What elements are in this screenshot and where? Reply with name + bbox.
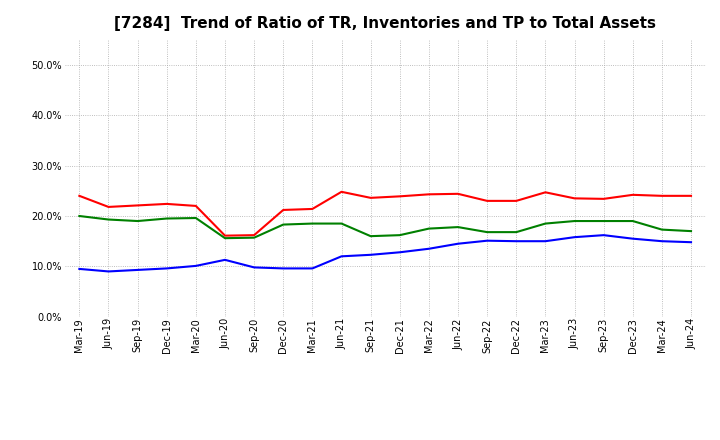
Inventories [366, 252, 375, 257]
Trade Receivables [425, 192, 433, 197]
Trade Payables [220, 235, 229, 241]
Trade Payables [163, 216, 171, 221]
Inventories [337, 254, 346, 259]
Line: Trade Payables: Trade Payables [79, 216, 691, 238]
Inventories [192, 263, 200, 268]
Trade Payables [570, 218, 579, 224]
Trade Receivables [599, 196, 608, 202]
Trade Receivables [133, 203, 142, 208]
Trade Receivables [687, 193, 696, 198]
Trade Receivables [629, 192, 637, 198]
Inventories [163, 266, 171, 271]
Trade Payables [687, 228, 696, 234]
Trade Receivables [163, 201, 171, 206]
Inventories [104, 269, 113, 274]
Trade Payables [454, 224, 462, 230]
Inventories [308, 266, 317, 271]
Inventories [599, 232, 608, 238]
Trade Payables [629, 218, 637, 224]
Trade Payables [337, 221, 346, 226]
Trade Receivables [541, 190, 550, 195]
Trade Receivables [483, 198, 492, 204]
Trade Receivables [366, 195, 375, 201]
Inventories [279, 266, 287, 271]
Inventories [395, 249, 404, 255]
Title: [7284]  Trend of Ratio of TR, Inventories and TP to Total Assets: [7284] Trend of Ratio of TR, Inventories… [114, 16, 656, 32]
Trade Receivables [192, 203, 200, 209]
Trade Payables [366, 234, 375, 239]
Inventories [454, 241, 462, 246]
Trade Receivables [657, 193, 666, 198]
Trade Payables [541, 221, 550, 226]
Trade Payables [75, 213, 84, 219]
Inventories [250, 265, 258, 270]
Inventories [541, 238, 550, 244]
Inventories [657, 238, 666, 244]
Inventories [75, 266, 84, 271]
Trade Receivables [512, 198, 521, 204]
Trade Payables [483, 230, 492, 235]
Trade Receivables [279, 207, 287, 213]
Trade Receivables [104, 204, 113, 209]
Inventories [220, 257, 229, 263]
Trade Payables [192, 215, 200, 220]
Trade Payables [250, 235, 258, 240]
Trade Receivables [337, 189, 346, 194]
Inventories [687, 239, 696, 245]
Trade Payables [599, 218, 608, 224]
Inventories [629, 236, 637, 241]
Trade Payables [279, 222, 287, 227]
Trade Payables [133, 218, 142, 224]
Trade Payables [395, 232, 404, 238]
Trade Payables [657, 227, 666, 232]
Trade Receivables [570, 196, 579, 201]
Inventories [483, 238, 492, 243]
Line: Trade Receivables: Trade Receivables [79, 192, 691, 236]
Trade Receivables [454, 191, 462, 197]
Trade Receivables [220, 233, 229, 238]
Inventories [133, 267, 142, 272]
Trade Payables [425, 226, 433, 231]
Trade Payables [308, 221, 317, 226]
Line: Inventories: Inventories [79, 235, 691, 271]
Trade Receivables [308, 206, 317, 212]
Trade Payables [104, 217, 113, 222]
Trade Receivables [250, 232, 258, 238]
Trade Receivables [75, 193, 84, 198]
Inventories [570, 235, 579, 240]
Trade Payables [512, 230, 521, 235]
Inventories [425, 246, 433, 251]
Inventories [512, 238, 521, 244]
Trade Receivables [395, 194, 404, 199]
